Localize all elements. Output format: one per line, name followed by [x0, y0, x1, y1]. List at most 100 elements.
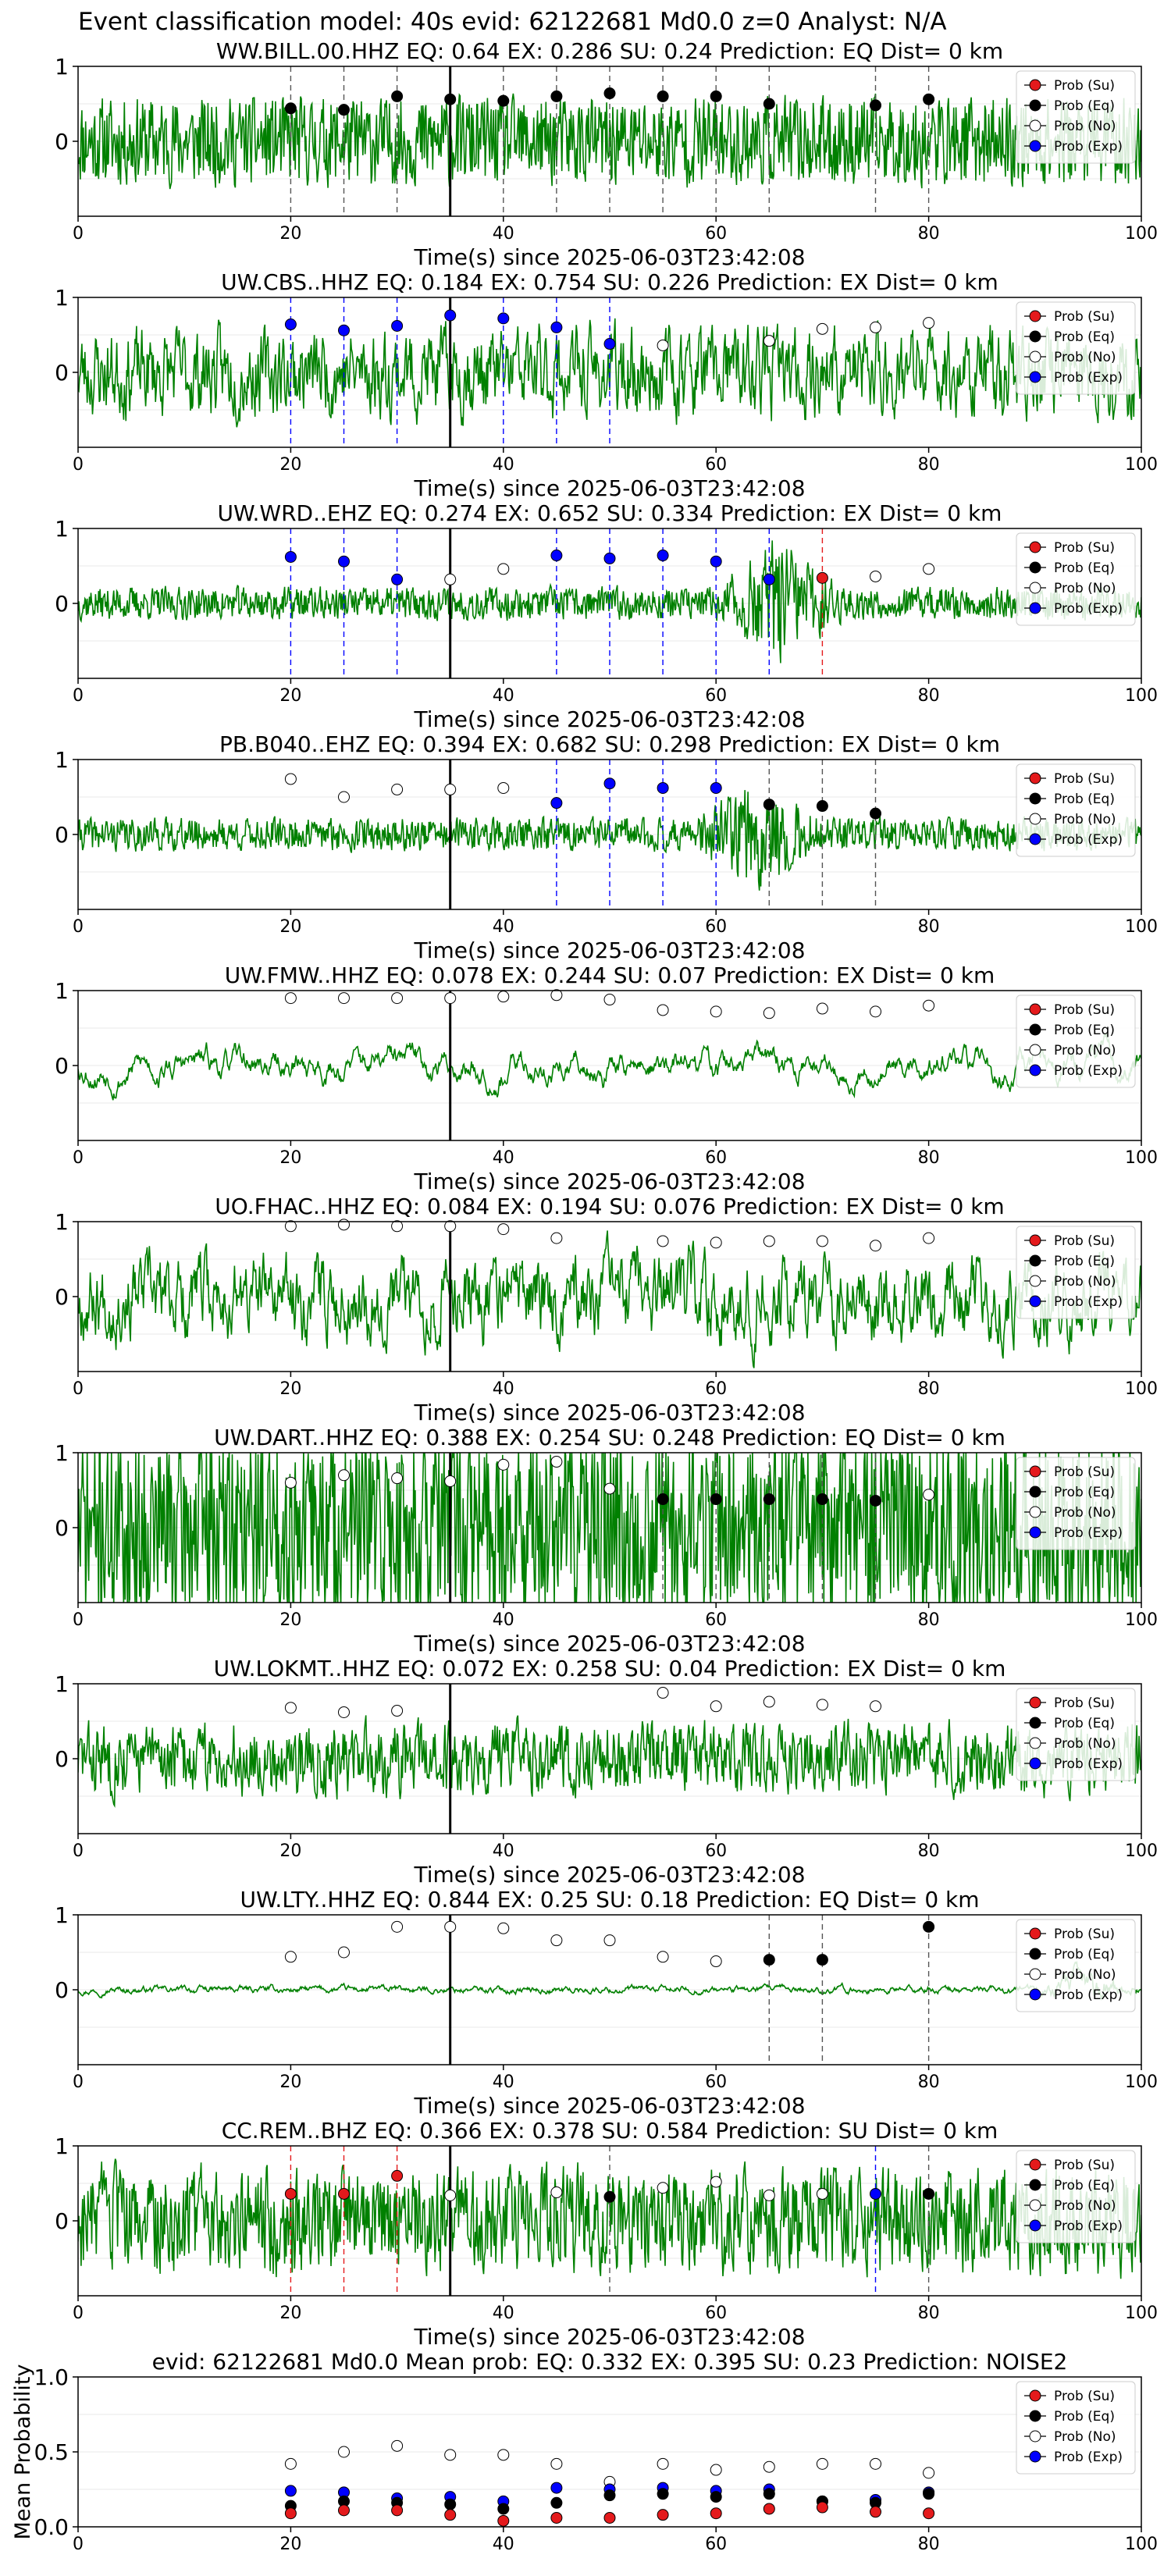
- legend-marker-su: [1029, 2158, 1041, 2171]
- legend-label: Prob (Exp): [1054, 1525, 1123, 1541]
- legend-label: Prob (No): [1054, 812, 1116, 827]
- prob-point-no: [550, 1232, 563, 1244]
- legend-marker-su: [1029, 310, 1041, 322]
- panel-title: PB.B040..EHZ EQ: 0.394 EX: 0.682 SU: 0.2…: [219, 731, 1000, 757]
- legend-label: Prob (Eq): [1054, 329, 1115, 345]
- mean-point-su: [284, 2507, 297, 2520]
- prob-point-eq: [710, 90, 722, 102]
- plot-area: [78, 1222, 1141, 1372]
- legend-marker-eq: [1029, 2410, 1041, 2422]
- legend-label: Prob (Exp): [1054, 2450, 1123, 2465]
- legend-marker-su: [1029, 541, 1041, 553]
- prob-point-no: [603, 1482, 616, 1495]
- x-axis-label: Time(s) since 2025-06-03T23:42:08: [413, 706, 805, 732]
- x-tick-label: 80: [918, 455, 940, 475]
- y-tick-label: 0: [55, 1053, 69, 1079]
- legend-box: [1016, 70, 1136, 164]
- x-tick-label: 0: [73, 2304, 84, 2323]
- legend-marker-no: [1029, 1275, 1041, 1287]
- plot-area: [78, 528, 1141, 678]
- panel-title: UW.DART..HHZ EQ: 0.388 EX: 0.254 SU: 0.2…: [214, 1425, 1005, 1450]
- prob-point-no: [284, 1220, 297, 1233]
- legend-marker-no: [1029, 350, 1041, 363]
- legend-marker-no: [1029, 119, 1041, 132]
- legend-label: Prob (Eq): [1054, 560, 1115, 576]
- x-tick-label: 60: [705, 2535, 727, 2554]
- x-tick-label: 80: [918, 1610, 940, 1630]
- legend-marker-exp: [1029, 371, 1041, 383]
- legend-box: [1016, 2381, 1136, 2475]
- prob-point-no: [497, 563, 510, 575]
- x-tick-label: 100: [1125, 455, 1158, 475]
- prob-point-no: [710, 2176, 722, 2188]
- prob-point-no: [710, 1700, 722, 1713]
- prob-point-eq: [923, 1920, 935, 1933]
- prob-point-no: [710, 1236, 722, 1249]
- mean-point-su: [763, 2503, 775, 2515]
- prob-point-no: [444, 573, 457, 585]
- x-tick-label: 0: [73, 1610, 84, 1630]
- prob-point-exp: [763, 573, 775, 585]
- x-tick-label: 80: [918, 1841, 940, 1861]
- x-tick-label: 40: [493, 2304, 514, 2323]
- prob-point-eq: [870, 99, 881, 112]
- prob-point-no: [497, 991, 510, 1003]
- waveform-trace: [78, 1453, 1141, 1603]
- panel-1: WW.BILL.00.HHZ EQ: 0.64 EX: 0.286 SU: 0.…: [55, 38, 1158, 270]
- y-tick-label: 1.0: [34, 2364, 69, 2390]
- prob-point-eq: [816, 1493, 828, 1506]
- y-tick-label: 0: [55, 129, 69, 155]
- plot-area: [78, 991, 1141, 1140]
- legend-marker-eq: [1029, 1023, 1041, 1036]
- prob-point-no: [923, 317, 935, 329]
- prob-point-no: [338, 992, 350, 1005]
- prob-point-no: [444, 2189, 457, 2201]
- prob-point-no: [444, 1220, 457, 1233]
- plot-area: [78, 760, 1141, 909]
- mean-point-su: [603, 2511, 616, 2524]
- legend-label: Prob (Su): [1054, 1464, 1115, 1480]
- prob-point-su: [338, 2187, 350, 2200]
- x-axis-label: Time(s) since 2025-06-03T23:42:08: [413, 475, 805, 501]
- y-tick-label: 0: [55, 1977, 69, 2003]
- y-tick-label: 1: [55, 1671, 69, 1697]
- prob-point-exp: [710, 781, 722, 794]
- legend-marker-exp: [1029, 2450, 1041, 2463]
- legend-label: Prob (Su): [1054, 2389, 1115, 2404]
- legend-box: [1016, 1226, 1136, 1319]
- legend-box: [1016, 2150, 1136, 2243]
- panel-title: UW.LOKMT..HHZ EQ: 0.072 EX: 0.258 SU: 0.…: [214, 1656, 1006, 1681]
- prob-point-no: [763, 1235, 775, 1247]
- legend-box: [1016, 994, 1136, 1088]
- prob-point-no: [338, 1706, 350, 1718]
- legend-marker-su: [1029, 1696, 1041, 1709]
- x-tick-label: 100: [1125, 1841, 1158, 1861]
- prob-point-no: [923, 1232, 935, 1244]
- mean-point-no: [391, 2439, 404, 2452]
- legend-marker-exp: [1029, 1526, 1041, 1539]
- x-tick-label: 80: [918, 686, 940, 706]
- prob-point-no: [391, 1920, 404, 1933]
- y-tick-label: 0: [55, 591, 69, 617]
- mean-point-no: [816, 2457, 828, 2470]
- x-tick-label: 100: [1125, 1148, 1158, 1168]
- prob-point-no: [657, 1951, 669, 1963]
- waveform-trace: [78, 1961, 1141, 2001]
- legend-label: Prob (No): [1054, 2429, 1116, 2445]
- legend-label: Prob (Eq): [1054, 792, 1115, 807]
- x-tick-label: 0: [73, 1841, 84, 1861]
- x-tick-label: 20: [279, 2535, 301, 2554]
- x-axis-label: Time(s) since 2025-06-03T23:42:08: [413, 244, 805, 270]
- prob-point-exp: [657, 781, 669, 794]
- prob-point-no: [444, 783, 457, 795]
- x-tick-label: 100: [1125, 2304, 1158, 2323]
- legend-label: Prob (Exp): [1054, 1063, 1123, 1079]
- x-axis-label: Time(s) since 2025-06-03T23:42:08: [413, 2324, 805, 2350]
- prob-point-no: [550, 1934, 563, 1947]
- x-tick-label: 60: [705, 686, 727, 706]
- legend-marker-exp: [1029, 1295, 1041, 1308]
- plot-area: [78, 1915, 1141, 2065]
- mean-point-no: [710, 2464, 722, 2476]
- legend-marker-no: [1029, 582, 1041, 594]
- prob-point-exp: [603, 777, 616, 790]
